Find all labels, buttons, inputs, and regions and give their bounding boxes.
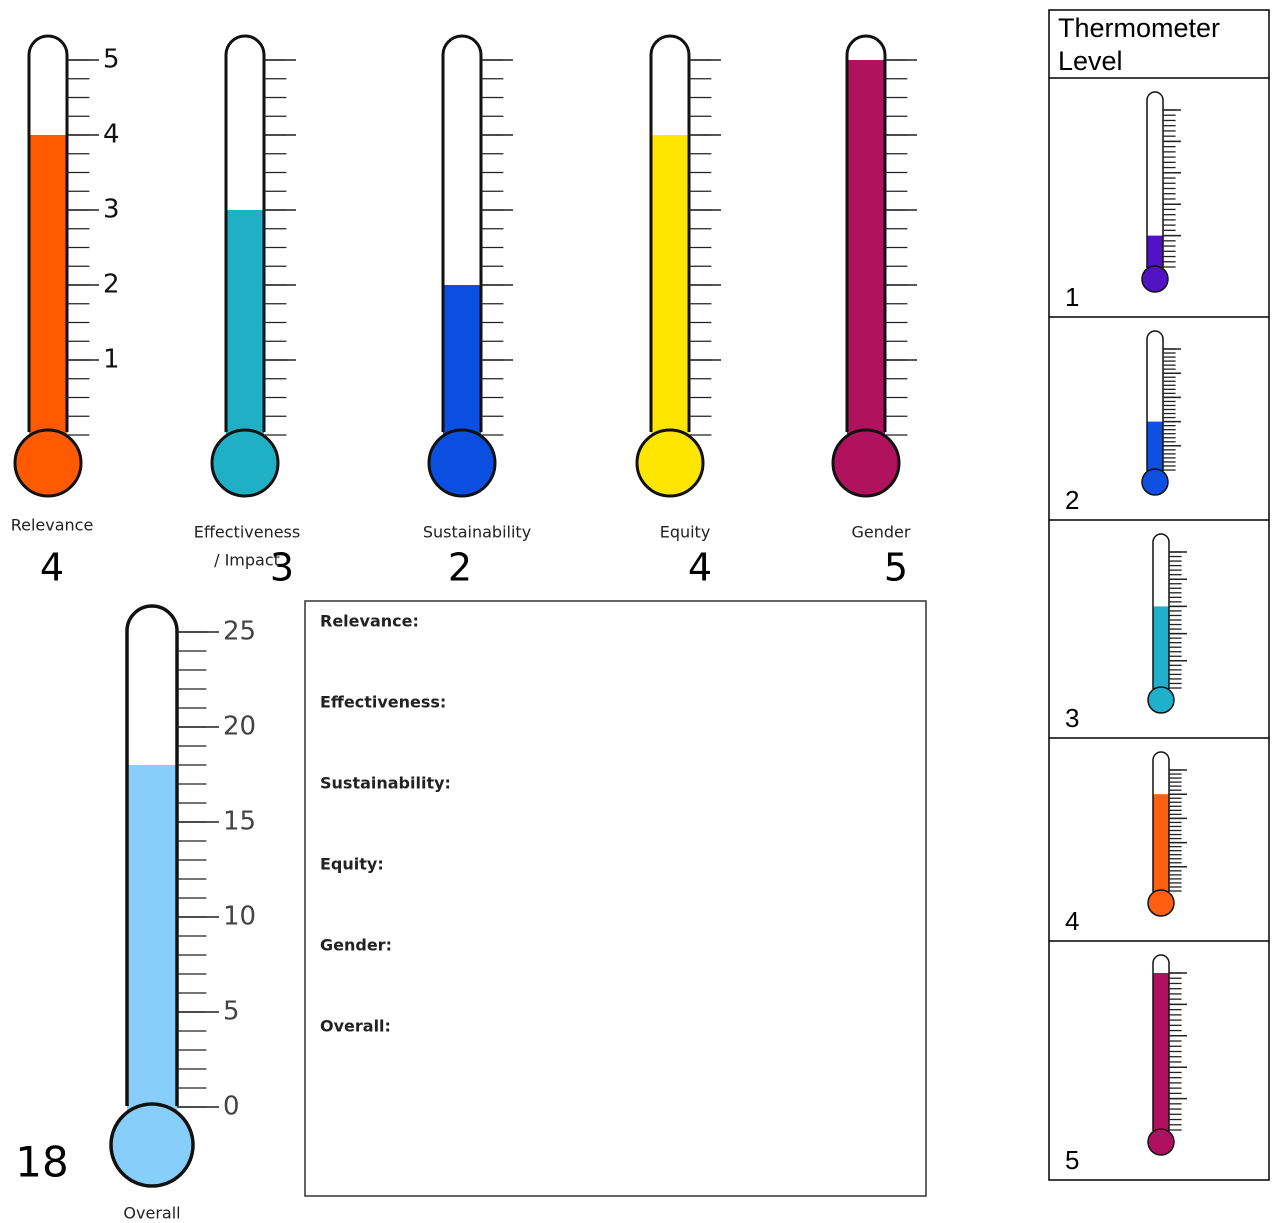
note-label: Relevance: <box>320 612 419 631</box>
page: 12345Relevance4Effectiveness/ Impact3Sus… <box>0 0 1273 1223</box>
overall-label: Overall <box>123 1204 180 1223</box>
thermometer-label: Relevance <box>11 516 94 535</box>
tick-label: 15 <box>223 807 256 837</box>
overall-score: 18 <box>15 1138 68 1187</box>
thermometer-score: 4 <box>688 546 712 590</box>
thermometer-label: Sustainability <box>423 523 531 542</box>
thermometer-label: Gender <box>852 523 911 542</box>
level-fill <box>1147 236 1163 279</box>
thermometer-score: 3 <box>270 546 294 590</box>
legend-level: 2 <box>1065 485 1079 515</box>
level-fill <box>226 210 264 463</box>
tick-label: 10 <box>223 902 256 932</box>
tick-label: 5 <box>223 997 240 1027</box>
note-label: Overall: <box>320 1017 391 1036</box>
level-fill <box>847 60 885 463</box>
tick-label: 5 <box>103 45 120 75</box>
level-fill <box>1147 422 1163 482</box>
thermometer-score: 4 <box>40 546 64 590</box>
thermometer-score: 5 <box>884 546 908 590</box>
tick-label: 4 <box>103 120 120 150</box>
level-fill <box>1153 794 1169 903</box>
thermometer-label: Equity <box>660 523 711 542</box>
tick-label: 0 <box>223 1092 240 1122</box>
tick-label: 2 <box>103 270 120 300</box>
level-fill <box>127 765 177 1145</box>
note-label: Sustainability: <box>320 774 451 793</box>
note-label: Equity: <box>320 855 384 874</box>
level-fill <box>443 285 481 463</box>
level-fill <box>1153 606 1169 700</box>
legend-level: 5 <box>1065 1145 1079 1175</box>
note-label: Effectiveness: <box>320 693 446 712</box>
legend-level: 4 <box>1065 906 1079 936</box>
legend-level: 3 <box>1065 703 1079 733</box>
tick-label: 20 <box>223 712 256 742</box>
level-fill <box>1153 973 1169 1142</box>
legend-level: 1 <box>1065 282 1079 312</box>
scorecard: 12345Relevance4Effectiveness/ Impact3Sus… <box>0 0 1273 1223</box>
note-label: Gender: <box>320 936 392 955</box>
tick-label: 1 <box>103 345 120 375</box>
level-fill <box>651 135 689 463</box>
thermometer-score: 2 <box>448 546 472 590</box>
notes-box <box>305 601 926 1196</box>
level-fill <box>29 135 67 463</box>
tick-label: 3 <box>103 195 120 225</box>
thermometer-label: Effectiveness <box>194 523 300 542</box>
legend-title: Thermometer Level <box>1058 12 1263 78</box>
tick-label: 25 <box>223 617 256 647</box>
